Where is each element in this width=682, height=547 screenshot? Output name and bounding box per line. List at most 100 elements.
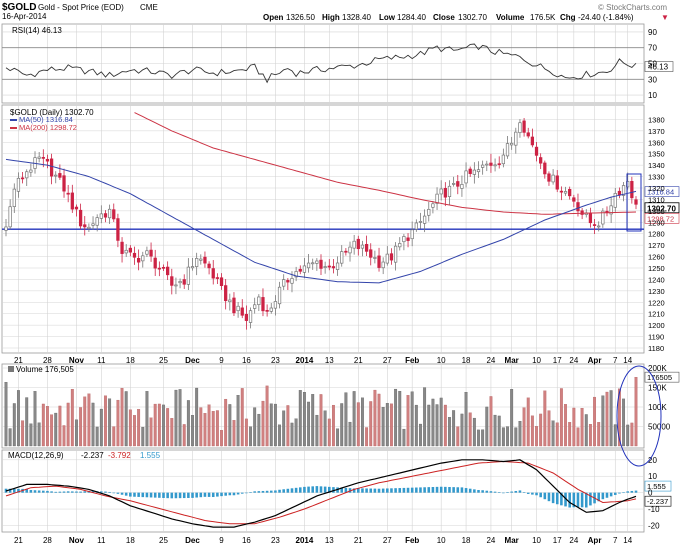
price-tick-label: 1250 — [648, 264, 665, 273]
candle-down — [468, 168, 472, 174]
price-tick-label: 1240 — [648, 275, 665, 284]
macd-histogram-bar — [518, 490, 522, 493]
candle-down — [132, 252, 137, 258]
macd-histogram-bar — [13, 488, 16, 493]
volume-bar — [373, 389, 377, 447]
x-tick-label-mid: Feb — [405, 356, 419, 365]
macd-histogram-bar — [531, 492, 534, 495]
candle-up — [476, 169, 481, 173]
x-tick-label-mid: 14 — [623, 356, 632, 365]
macd-histogram-bar — [510, 491, 513, 493]
volume-bar — [186, 400, 190, 447]
macd-histogram-bar — [83, 491, 87, 493]
macd-histogram-bar — [104, 491, 107, 493]
rsi-tick-label: 30 — [648, 75, 657, 84]
macd-histogram-bar — [630, 490, 634, 493]
volume-last-label: 176505 — [647, 373, 672, 382]
macd-histogram-bar — [435, 486, 439, 493]
macd-histogram-bar — [257, 491, 261, 493]
candle-down — [522, 120, 526, 133]
x-tick-label-mid: 18 — [126, 356, 135, 365]
macd-histogram-bar — [377, 488, 381, 493]
macd-histogram-bar — [112, 492, 116, 494]
macd-title-name: MACD(12,26,9) — [8, 451, 64, 460]
x-tick-label-mid: 24 — [569, 356, 578, 365]
macd-histogram-bar — [415, 487, 418, 493]
volume-bar — [543, 390, 547, 447]
x-tick-label-bottom: 16 — [242, 536, 251, 545]
volume-bar — [593, 396, 596, 447]
candle-down — [211, 268, 215, 279]
macd-histogram-bar — [290, 488, 294, 493]
macd-histogram-bar — [133, 492, 136, 497]
volume-bar — [8, 428, 12, 447]
candle-up — [277, 286, 282, 305]
rsi-tick-label: 90 — [648, 28, 657, 37]
volume-bar — [423, 387, 427, 447]
volume-bar — [79, 407, 83, 447]
volume-tick-label: 100K — [648, 403, 667, 412]
ma50-legend-swatch — [10, 119, 17, 121]
close-price-label: 1302.70 — [647, 204, 676, 213]
candle-up — [199, 258, 203, 261]
macd-histogram-bar — [381, 488, 385, 493]
macd-title-macd: -2.237 — [81, 451, 104, 460]
candle-down — [207, 263, 211, 269]
volume-bar — [489, 396, 493, 447]
volume-bar — [344, 392, 348, 447]
macd-histogram-bar — [158, 492, 161, 498]
macd-histogram-bar — [444, 486, 447, 493]
volume-bar — [124, 391, 128, 447]
volume-bar — [443, 404, 447, 447]
volume-bar — [327, 418, 331, 447]
volume-bar — [576, 427, 580, 447]
macd-histogram-bar — [298, 487, 302, 493]
x-tick-label-bottom: Nov — [69, 536, 85, 545]
volume-bar — [622, 398, 626, 447]
macd-histogram-bar — [618, 492, 621, 494]
macd-histogram-bar — [348, 488, 352, 493]
x-tick-label-bottom: 24 — [569, 536, 578, 545]
macd-histogram-bar — [352, 488, 356, 493]
chart-date: 16-Apr-2014 — [2, 12, 47, 21]
x-tick-label-mid: Nov — [69, 356, 85, 365]
macd-histogram-bar — [357, 488, 360, 493]
candle-down — [157, 267, 161, 270]
candle-up — [402, 236, 406, 243]
macd-histogram-bar — [576, 492, 580, 508]
macd-histogram-bar — [452, 487, 455, 493]
candle-up — [381, 261, 385, 269]
ma200-legend-swatch — [10, 127, 17, 129]
volume-label: Volume — [496, 13, 525, 22]
candle-down — [286, 280, 290, 283]
candle-down — [539, 157, 543, 164]
volume-bar — [240, 388, 244, 447]
macd-title-signal: -3.792 — [108, 451, 131, 460]
volume-bar — [62, 425, 66, 447]
candle-up — [393, 245, 398, 263]
macd-histogram-bar — [137, 492, 140, 497]
macd-histogram-bar — [170, 492, 174, 499]
volume-bar — [112, 426, 116, 447]
candle-up — [493, 164, 497, 167]
macd-histogram-bar — [402, 487, 406, 493]
macd-histogram-bar — [526, 492, 530, 494]
macd-histogram-bar — [278, 489, 281, 493]
candle-up — [609, 205, 613, 215]
candle-down — [161, 267, 166, 269]
candle-up — [414, 222, 418, 230]
macd-histogram-bar — [344, 487, 348, 493]
ma50-price-label: 1316.84 — [647, 188, 674, 197]
axis-layer: 21 21 28 28 Nov Nov 11 11 18 18 25 25 Dec Dec 9 9 16 16 23… — [14, 28, 671, 545]
candle-down — [120, 241, 124, 254]
candle-down — [116, 218, 120, 241]
candle-down — [534, 146, 539, 156]
candle-up — [282, 279, 286, 287]
volume-bar — [41, 403, 45, 447]
macd-histogram-bar — [332, 487, 335, 493]
volume-bar — [394, 388, 398, 447]
price-tick-label: 1230 — [648, 287, 665, 296]
candle-down — [70, 192, 74, 210]
volume-bar — [178, 389, 182, 447]
candle-down — [630, 181, 634, 199]
